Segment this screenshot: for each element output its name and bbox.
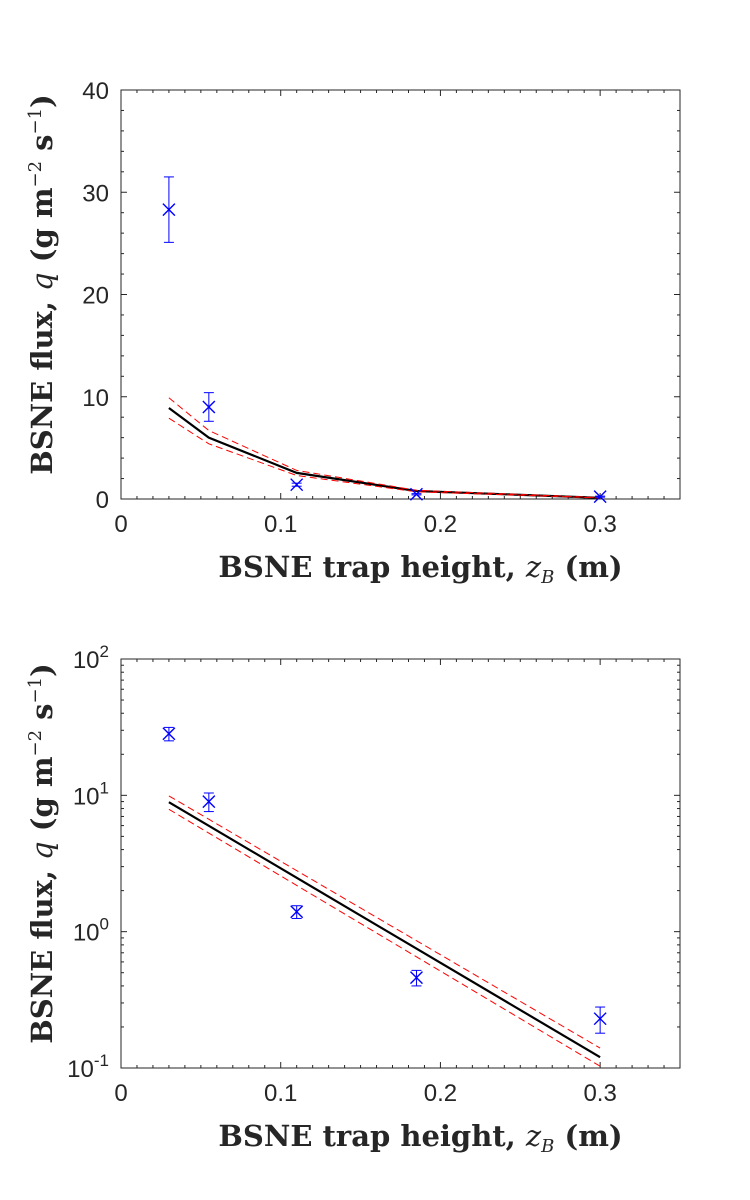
y-tick-label: 30 — [82, 180, 109, 207]
data-point-marker — [290, 905, 304, 919]
data-point-marker — [202, 400, 216, 414]
x-axis-label: BSNE trap height, zB (m) — [218, 550, 622, 588]
y-axis-label: BSNE flux, q (g m−2 s−1) — [25, 94, 59, 475]
data-point-marker — [409, 487, 423, 501]
y-tick-label: 102 — [73, 642, 109, 674]
chart-panel-2: 0 0.1 0.2 0.3 10-1 100 101 102 BSNE trap height,… — [25, 642, 681, 1157]
x-tick-label: 0 — [114, 1080, 127, 1107]
x-tick-label: 0 — [114, 511, 127, 538]
y-tick-label: 0 — [96, 487, 109, 514]
y-tick-label: 100 — [73, 915, 109, 947]
confidence-bound-line — [168, 417, 601, 499]
fit-line — [168, 801, 601, 1059]
y-tick-label: 10 — [82, 385, 109, 412]
y-axis-label: BSNE flux, q (g m−2 s−1) — [25, 663, 59, 1044]
x-tick-label: 0.1 — [264, 511, 297, 538]
x-tick-label: 0.2 — [424, 1080, 457, 1107]
fit-line — [168, 407, 601, 499]
data-point-marker — [202, 795, 216, 809]
data-point-marker — [593, 1012, 607, 1026]
y-tick-label: 10-1 — [67, 1051, 109, 1083]
y-tick-label: 40 — [82, 78, 109, 105]
plot-area — [120, 658, 681, 1069]
data-point-marker — [409, 971, 423, 985]
y-tick-label: 101 — [73, 778, 109, 810]
data-point-marker — [290, 478, 304, 492]
confidence-bound-line — [168, 397, 601, 499]
x-axis-label: BSNE trap height, zB (m) — [218, 1119, 622, 1157]
x-tick-label: 0.3 — [583, 1080, 616, 1107]
confidence-bound-line — [168, 795, 601, 1049]
data-point-marker — [162, 203, 176, 217]
confidence-bound-line — [168, 808, 601, 1067]
x-tick-label: 0.3 — [583, 511, 616, 538]
data-point-marker — [593, 490, 607, 504]
x-tick-label: 0.2 — [424, 511, 457, 538]
data-point-marker — [162, 727, 176, 741]
x-tick-label: 0.1 — [264, 1080, 297, 1107]
plot-area — [120, 89, 681, 500]
chart-panel-1: 0 0.1 0.2 0.3 0 10 20 30 40 BSNE trap height, zB … — [25, 78, 681, 588]
y-tick-label: 20 — [82, 283, 109, 310]
